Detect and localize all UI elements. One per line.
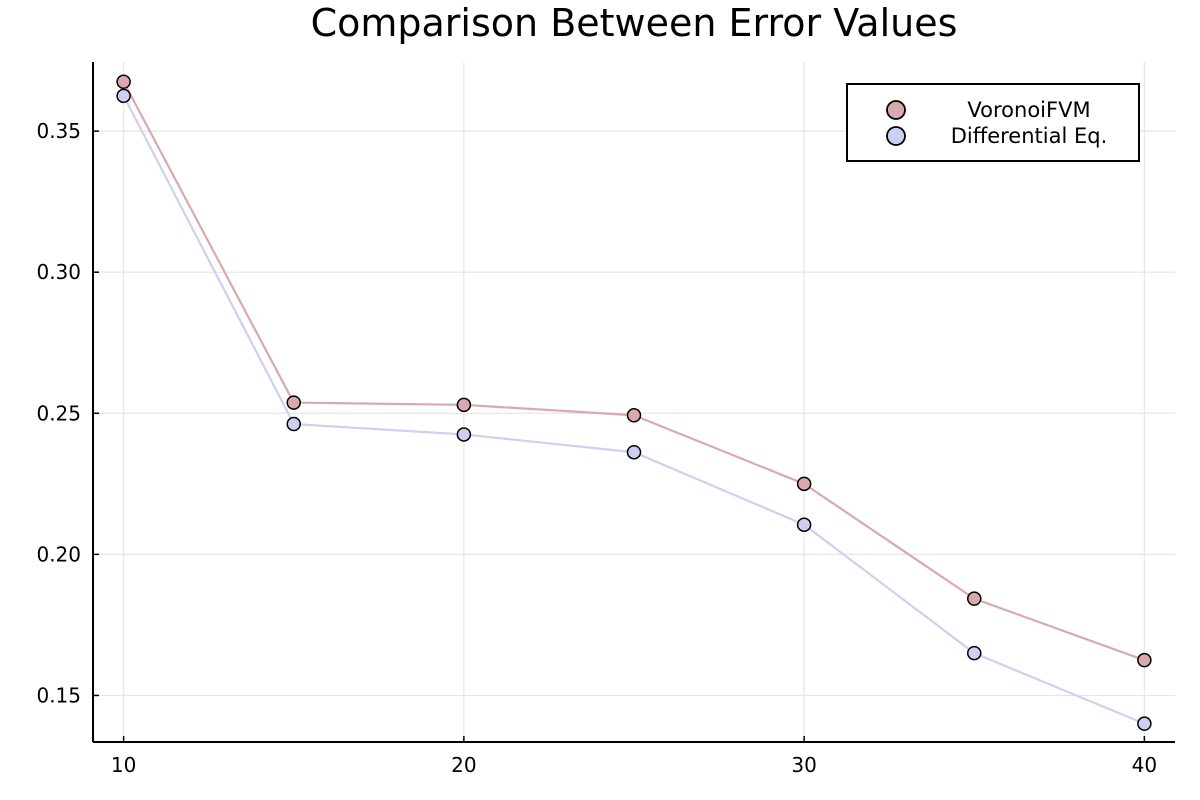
y-tick-label: 0.20 (36, 542, 81, 566)
y-tick-label: 0.35 (36, 119, 81, 143)
data-point-series-1 (626, 444, 642, 460)
data-point-series-1 (1137, 716, 1152, 731)
legend-marker-1 (886, 126, 906, 146)
data-point-series-0 (286, 395, 301, 410)
legend-label-1: Differential Eq. (951, 124, 1108, 148)
chart-title: Comparison Between Error Values (311, 1, 958, 45)
x-tick-label: 20 (451, 753, 476, 777)
series-layer (116, 74, 1152, 731)
data-point-series-0 (456, 397, 472, 413)
data-point-series-1 (286, 416, 301, 432)
y-tick-label: 0.25 (36, 401, 81, 425)
x-tick-label: 40 (1132, 753, 1157, 777)
grid (93, 62, 1175, 742)
data-point-series-0 (626, 408, 642, 423)
data-point-series-0 (967, 591, 982, 606)
data-point-series-0 (1137, 652, 1152, 668)
data-point-series-1 (796, 517, 812, 532)
legend-box (846, 83, 1140, 162)
legend-marker-0 (886, 100, 906, 120)
y-tick-label: 0.15 (36, 683, 81, 707)
data-point-series-1 (967, 645, 982, 661)
data-point-series-1 (116, 88, 131, 104)
series-line-0 (122, 81, 1145, 662)
x-tick-label: 30 (791, 753, 816, 777)
y-tick-label: 0.30 (36, 260, 81, 284)
x-tick-label: 10 (111, 753, 136, 777)
legend-label-0: VoronoiFVM (967, 98, 1090, 122)
data-point-series-1 (456, 427, 472, 442)
axes: 10 20 30 40 0.15 0.20 0.25 0.30 0.35 (36, 62, 1175, 777)
data-point-series-0 (796, 476, 812, 492)
data-point-series-0 (116, 74, 131, 90)
